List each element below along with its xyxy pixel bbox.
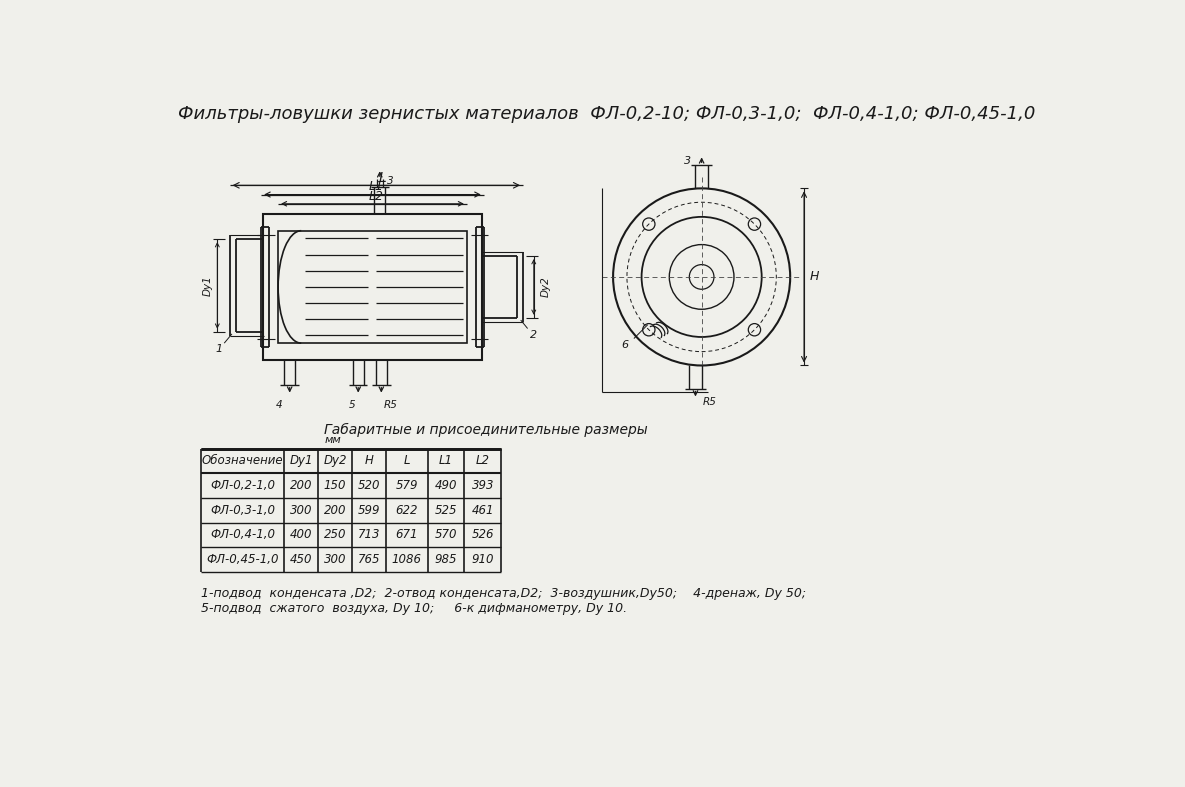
Text: 400: 400 <box>290 528 313 541</box>
Text: 5-подвод  сжатого  воздуха, Dy 10;     6-к дифманометру, Dy 10.: 5-подвод сжатого воздуха, Dy 10; 6-к диф… <box>201 602 627 615</box>
Text: Габаритные и присоединительные размеры: Габаритные и присоединительные размеры <box>325 423 648 438</box>
Text: 6: 6 <box>621 340 628 349</box>
Text: 520: 520 <box>358 479 380 492</box>
Text: 150: 150 <box>324 479 346 492</box>
Text: L1: L1 <box>438 454 453 467</box>
Text: 622: 622 <box>396 504 418 517</box>
Text: ФЛ-0,45-1,0: ФЛ-0,45-1,0 <box>206 553 278 566</box>
Text: 599: 599 <box>358 504 380 517</box>
Text: Dy1: Dy1 <box>203 275 212 296</box>
Text: 2: 2 <box>530 330 537 340</box>
Text: 1086: 1086 <box>392 553 422 566</box>
Text: 461: 461 <box>472 504 494 517</box>
Text: Обозначение: Обозначение <box>201 454 283 467</box>
Text: 5: 5 <box>348 400 356 410</box>
Bar <box>263 214 482 360</box>
Text: 490: 490 <box>435 479 457 492</box>
Text: 250: 250 <box>324 528 346 541</box>
Text: 300: 300 <box>290 504 313 517</box>
Text: 525: 525 <box>435 504 457 517</box>
Text: 300: 300 <box>324 553 346 566</box>
Text: L2: L2 <box>369 190 384 202</box>
Text: Dy2: Dy2 <box>542 276 551 297</box>
Text: 4: 4 <box>276 400 282 410</box>
Text: 713: 713 <box>358 528 380 541</box>
Text: ФЛ-0,4-1,0: ФЛ-0,4-1,0 <box>210 528 275 541</box>
Text: 579: 579 <box>396 479 418 492</box>
Text: 526: 526 <box>472 528 494 541</box>
Text: 985: 985 <box>435 553 457 566</box>
Text: 393: 393 <box>472 479 494 492</box>
Text: L: L <box>403 454 410 467</box>
Text: 910: 910 <box>472 553 494 566</box>
Text: R5: R5 <box>384 400 397 410</box>
Text: Фильтры-ловушки зернистых материалов  ФЛ-0,2-10; ФЛ-0,3-1,0;  ФЛ-0,4-1,0; ФЛ-0,4: Фильтры-ловушки зернистых материалов ФЛ-… <box>178 105 1036 123</box>
Text: 3: 3 <box>684 156 691 165</box>
Text: 3: 3 <box>387 176 393 186</box>
Text: Dy2: Dy2 <box>324 454 347 467</box>
Text: H: H <box>811 271 820 283</box>
Text: 200: 200 <box>290 479 313 492</box>
Text: мм: мм <box>325 435 341 445</box>
Text: ФЛ-0,3-1,0: ФЛ-0,3-1,0 <box>210 504 275 517</box>
Bar <box>278 231 467 343</box>
Text: 671: 671 <box>396 528 418 541</box>
Text: L2: L2 <box>476 454 489 467</box>
Text: 200: 200 <box>324 504 346 517</box>
Text: L: L <box>378 171 386 185</box>
Text: 1-подвод  конденсата ,D2;  2-отвод конденсата,D2;  3-воздушник,Dy50;    4-дренаж: 1-подвод конденсата ,D2; 2-отвод конденс… <box>201 587 806 600</box>
Text: 570: 570 <box>435 528 457 541</box>
Text: R5: R5 <box>703 397 716 408</box>
Text: ФЛ-0,2-1,0: ФЛ-0,2-1,0 <box>210 479 275 492</box>
Text: 1: 1 <box>216 344 223 353</box>
Text: Dy1: Dy1 <box>289 454 313 467</box>
Text: H: H <box>365 454 373 467</box>
Text: L1: L1 <box>369 180 384 194</box>
Text: 450: 450 <box>290 553 313 566</box>
Text: 765: 765 <box>358 553 380 566</box>
